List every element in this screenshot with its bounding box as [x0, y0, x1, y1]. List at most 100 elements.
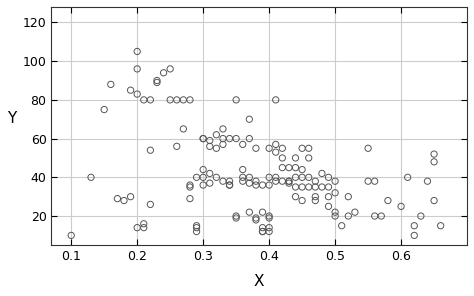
Point — [200, 167, 207, 172]
Point — [365, 179, 372, 184]
Point — [252, 215, 260, 220]
Point — [430, 198, 438, 203]
Point — [87, 175, 95, 180]
Point — [298, 175, 306, 180]
Point — [345, 214, 352, 218]
Point — [193, 223, 201, 228]
Point — [311, 185, 319, 189]
Point — [239, 167, 246, 172]
Point — [331, 179, 339, 184]
Point — [397, 204, 405, 209]
Point — [146, 202, 154, 207]
Point — [410, 233, 418, 238]
Point — [140, 221, 147, 226]
Point — [325, 185, 332, 189]
Point — [186, 97, 194, 102]
Point — [292, 156, 299, 160]
Point — [246, 210, 253, 215]
Point — [246, 175, 253, 180]
Point — [212, 146, 220, 151]
Point — [292, 194, 299, 199]
Point — [186, 185, 194, 189]
Point — [305, 146, 312, 151]
Point — [127, 194, 134, 199]
Point — [325, 194, 332, 199]
Point — [200, 136, 207, 141]
Point — [377, 214, 385, 218]
Point — [193, 229, 201, 234]
Point — [365, 146, 372, 151]
Point — [325, 175, 332, 180]
Point — [200, 175, 207, 180]
Point — [371, 214, 378, 218]
Point — [424, 179, 431, 184]
Point — [272, 175, 280, 180]
Point — [206, 171, 214, 176]
Point — [146, 148, 154, 152]
Point — [384, 198, 392, 203]
Point — [331, 214, 339, 218]
Point — [173, 97, 181, 102]
Point — [338, 223, 346, 228]
Point — [140, 225, 147, 230]
Point — [133, 49, 141, 54]
Point — [246, 136, 253, 141]
Point — [279, 146, 286, 151]
Point — [252, 218, 260, 222]
Point — [259, 225, 266, 230]
Point — [325, 204, 332, 209]
Point — [272, 142, 280, 147]
Point — [272, 150, 280, 155]
Y-axis label: Y: Y — [7, 111, 16, 126]
Point — [285, 179, 293, 184]
Point — [279, 156, 286, 160]
Point — [292, 165, 299, 170]
Point — [232, 214, 240, 218]
Point — [180, 127, 187, 131]
Point — [265, 214, 273, 218]
Point — [410, 223, 418, 228]
Point — [232, 136, 240, 141]
Point — [133, 92, 141, 96]
Point — [265, 175, 273, 180]
Point — [305, 156, 312, 160]
Point — [298, 167, 306, 172]
Point — [226, 183, 233, 187]
Point — [153, 78, 161, 83]
Point — [265, 225, 273, 230]
Point — [404, 175, 411, 180]
Point — [311, 198, 319, 203]
Point — [331, 210, 339, 215]
Point — [437, 223, 445, 228]
Point — [100, 107, 108, 112]
Point — [239, 179, 246, 184]
Point — [272, 179, 280, 184]
Point — [272, 97, 280, 102]
Point — [219, 179, 227, 184]
Point — [153, 80, 161, 85]
Point — [292, 185, 299, 189]
Point — [193, 175, 201, 180]
Point — [226, 179, 233, 184]
Point — [298, 198, 306, 203]
Point — [219, 142, 227, 147]
Point — [285, 165, 293, 170]
Point — [371, 179, 378, 184]
Point — [298, 185, 306, 189]
Point — [133, 225, 141, 230]
Point — [265, 215, 273, 220]
Point — [331, 190, 339, 195]
Point — [146, 97, 154, 102]
Point — [252, 183, 260, 187]
Point — [107, 82, 115, 87]
Point — [417, 214, 425, 218]
Point — [318, 171, 326, 176]
Point — [305, 185, 312, 189]
Point — [311, 179, 319, 184]
Point — [232, 215, 240, 220]
Point — [239, 175, 246, 180]
Point — [259, 229, 266, 234]
Point — [67, 233, 75, 238]
Point — [166, 97, 174, 102]
Point — [318, 185, 326, 189]
